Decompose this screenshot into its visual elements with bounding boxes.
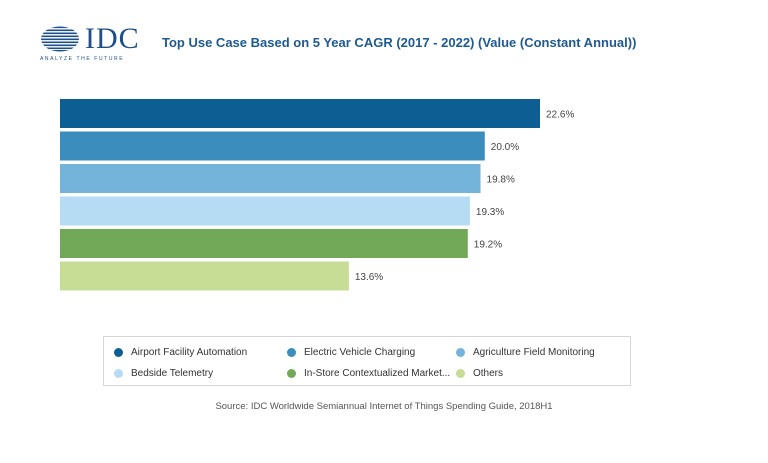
bar-value-label: 19.2% bbox=[474, 240, 502, 251]
legend-item: Bedside Telemetry bbox=[114, 368, 213, 379]
bar-value-label: 19.3% bbox=[476, 207, 504, 218]
legend-item: Airport Facility Automation bbox=[114, 347, 247, 358]
chart-legend: Airport Facility Automation Electric Vehi… bbox=[103, 336, 631, 386]
legend-label: Airport Facility Automation bbox=[131, 347, 248, 358]
legend-label: In-Store Contextualized Market... bbox=[304, 368, 451, 379]
legend-item: Others bbox=[456, 368, 503, 379]
bar-2 bbox=[60, 131, 485, 161]
legend-item: Agriculture Field Monitoring bbox=[456, 347, 595, 358]
bar-value-label: 22.6% bbox=[546, 110, 574, 121]
legend-label: Others bbox=[473, 368, 504, 379]
bar-value-label: 13.6% bbox=[355, 272, 383, 283]
bar-chart: 22.6% 20.0% 19.8% 19.3% 19.2% 13.6% bbox=[60, 99, 574, 291]
chart-title: Top Use Case Based on 5 Year CAGR (2017 … bbox=[162, 35, 637, 50]
legend-item: Electric Vehicle Charging bbox=[287, 347, 415, 358]
legend-swatch bbox=[456, 369, 465, 378]
legend-swatch bbox=[114, 348, 123, 357]
legend-swatch bbox=[456, 348, 465, 357]
legend-item: In-Store Contextualized Market... bbox=[287, 368, 450, 379]
logo-tagline: ANALYZE THE FUTURE bbox=[40, 56, 125, 62]
bar-3 bbox=[60, 164, 481, 193]
bar-value-label: 20.0% bbox=[491, 142, 519, 153]
legend-label: Electric Vehicle Charging bbox=[304, 347, 416, 358]
bar-1 bbox=[60, 99, 540, 128]
legend-swatch bbox=[287, 369, 296, 378]
bar-5 bbox=[60, 229, 468, 258]
legend-label: Bedside Telemetry bbox=[131, 368, 214, 379]
logo-wordmark: IDC bbox=[85, 22, 140, 55]
legend-swatch bbox=[114, 369, 123, 378]
idc-logo: IDC ANALYZE THE FUTURE bbox=[40, 22, 150, 64]
bar-value-label: 19.8% bbox=[487, 175, 515, 186]
bar-6 bbox=[60, 261, 349, 291]
legend-label: Agriculture Field Monitoring bbox=[473, 347, 595, 358]
source-note: Source: IDC Worldwide Semiannual Interne… bbox=[215, 401, 553, 412]
bar-4 bbox=[60, 196, 470, 226]
legend-swatch bbox=[287, 348, 296, 357]
globe-icon bbox=[41, 26, 79, 52]
